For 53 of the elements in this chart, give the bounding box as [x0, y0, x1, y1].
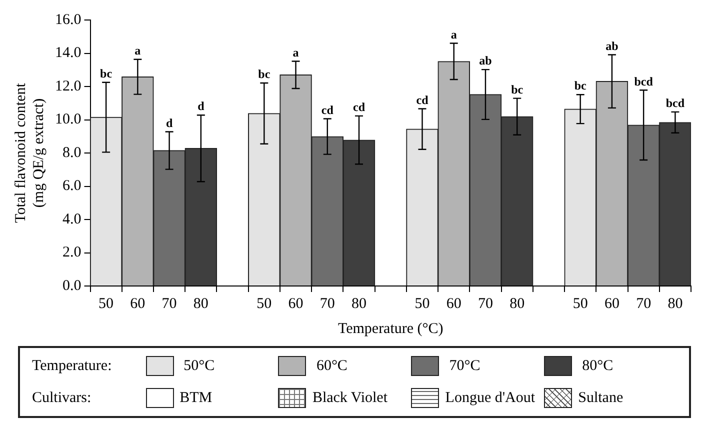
y-tick-label: 0.0 — [62, 278, 82, 294]
x-tick-label: 60 — [288, 296, 304, 312]
legend-label: 70°C — [449, 358, 480, 374]
x-tick-label: 70 — [162, 296, 177, 312]
text: BTM — [180, 390, 212, 406]
text: Black Violet — [312, 390, 388, 406]
x-tick-label: 80 — [510, 296, 525, 312]
y-tick-label: 8.0 — [62, 144, 82, 161]
y-tick-label: 10.0 — [55, 112, 82, 128]
x-tick-label: 50 — [98, 296, 114, 312]
y-tick-label: 14.0 — [55, 45, 82, 62]
data-label: d — [166, 116, 173, 130]
x-tick-label: 80 — [193, 296, 208, 312]
data-label: a — [292, 45, 299, 60]
data-label: bc — [511, 82, 524, 96]
legend-label: 60°C — [316, 358, 348, 374]
x-tick-label: 50 — [414, 296, 430, 312]
y-tick-label: 12.0 — [55, 78, 82, 94]
text: Cultivars: — [32, 390, 92, 406]
data-label: a — [134, 43, 141, 58]
data-label: bc — [100, 66, 113, 80]
y-tick-label: 2.0 — [62, 244, 82, 261]
x-tick-label: 60 — [446, 296, 462, 312]
data-label: d — [198, 99, 205, 114]
x-tick-label: 70 — [636, 296, 652, 312]
y-tick-label: 4.0 — [62, 211, 82, 228]
y-tick-label: 6.0 — [62, 178, 82, 194]
x-tick-label: 60 — [130, 296, 146, 312]
x-tick-label: 60 — [604, 296, 620, 312]
data-label: cd — [321, 102, 334, 117]
data-label: bc — [574, 78, 588, 93]
data-label: bcd — [634, 74, 654, 88]
legend-label: 80°C — [582, 358, 614, 374]
x-tick-label: 70 — [320, 296, 335, 312]
data-label: ab — [606, 38, 619, 53]
x-tick-label: 70 — [478, 296, 493, 312]
x-tick-label: 50 — [572, 296, 588, 312]
y-tick-label: 16.0 — [55, 12, 82, 28]
text: Sultane — [578, 390, 624, 406]
x-tick-label: 80 — [668, 296, 683, 312]
data-label: bcd — [666, 96, 685, 110]
data-label: bc — [258, 67, 271, 82]
x-tick-label: 80 — [352, 296, 367, 312]
data-label: ab — [479, 54, 492, 68]
x-axis-title: Temperature (°C) — [338, 320, 444, 337]
data-label: cd — [353, 100, 366, 114]
y-axis-title: Total flavonoid content (mg QE/g extract) — [12, 82, 47, 223]
data-label: cd — [416, 92, 429, 107]
legend-label: 50°C — [184, 358, 215, 374]
x-tick-label: 50 — [256, 296, 272, 312]
data-label: a — [450, 27, 457, 42]
text: Longue d'Aout — [445, 390, 536, 406]
legend-title: Temperature: — [32, 358, 113, 374]
